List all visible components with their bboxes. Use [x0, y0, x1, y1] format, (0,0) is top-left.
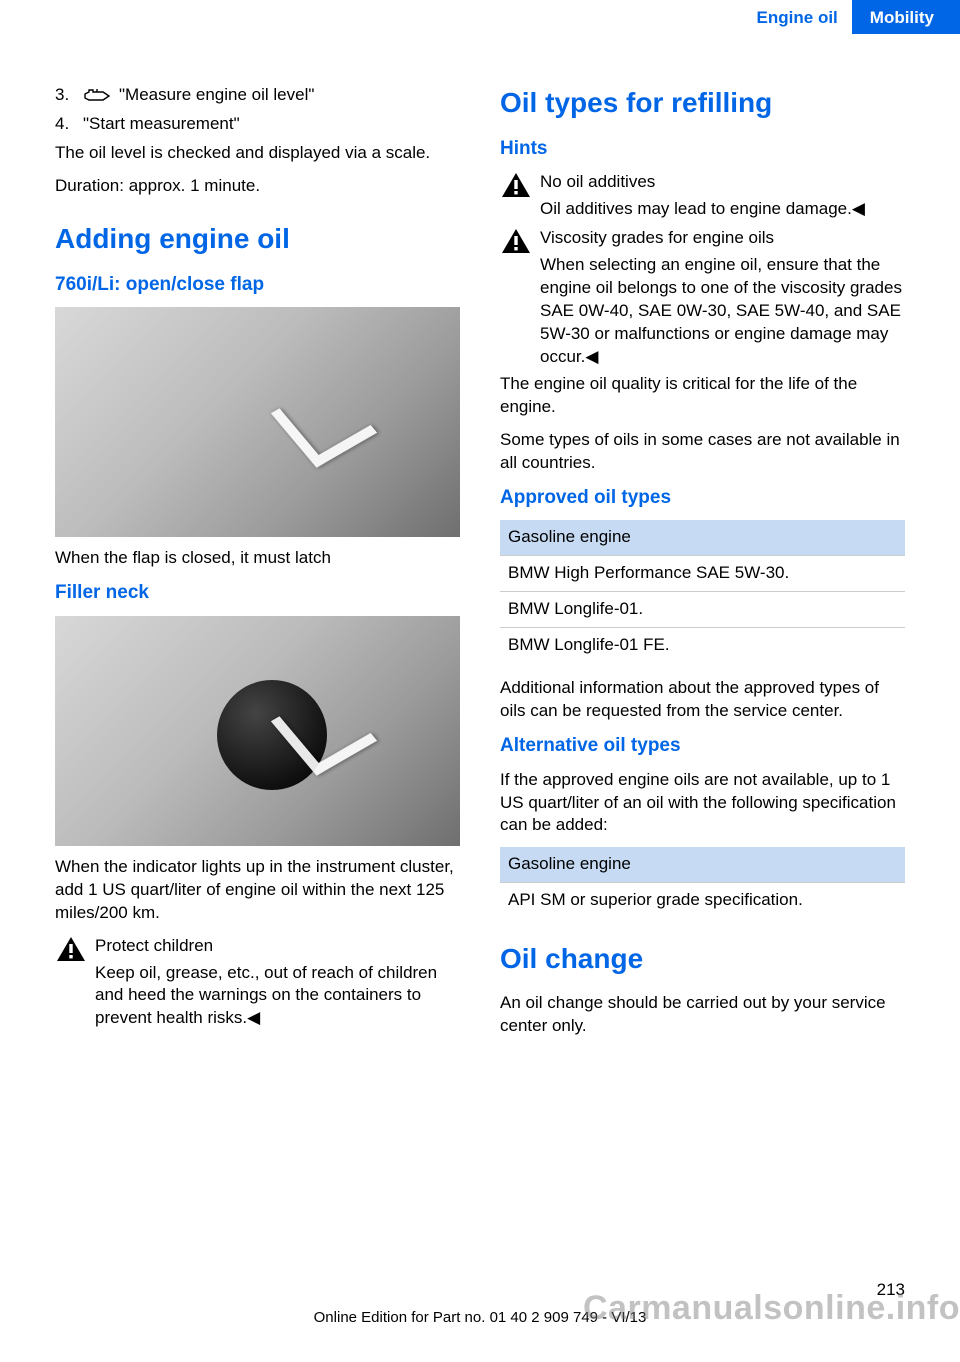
warning-protect-children: Protect children Keep oil, grease, etc.,…	[55, 935, 460, 1031]
header-chapter: Mobility	[852, 0, 960, 34]
heading-filler-neck: Filler neck	[55, 580, 460, 606]
paragraph: Additional information about the approve…	[500, 677, 905, 723]
table-cell: BMW Longlife-01.	[500, 592, 905, 628]
heading-adding-oil: Adding engine oil	[55, 220, 460, 258]
heading-flap: 760i/Li: open/close flap	[55, 272, 460, 298]
oilcan-icon	[83, 84, 119, 107]
step-4: 4. "Start measurement"	[55, 113, 460, 136]
paragraph: Some types of oils in some cases are not…	[500, 429, 905, 475]
heading-alternative-types: Alternative oil types	[500, 733, 905, 759]
image-caption: When the indicator lights up in the inst…	[55, 856, 460, 925]
step-text: "Start measurement"	[83, 113, 240, 136]
warning-icon	[500, 227, 540, 369]
warning-title: No oil additives	[540, 171, 905, 194]
header-section: Engine oil	[743, 0, 852, 34]
page-header: Engine oil Mobility	[0, 0, 960, 34]
filler-neck-image	[55, 616, 460, 846]
warning-icon	[500, 171, 540, 221]
warning-title: Protect children	[95, 935, 460, 958]
table-cell: BMW Longlife-01 FE.	[500, 628, 905, 663]
table-header: Gasoline engine	[500, 520, 905, 555]
right-column: Oil types for refilling Hints No oil add…	[500, 84, 905, 1048]
engine-flap-image	[55, 307, 460, 537]
heading-approved-types: Approved oil types	[500, 485, 905, 511]
warning-viscosity: Viscosity grades for engine oils When se…	[500, 227, 905, 369]
warning-title: Viscosity grades for engine oils	[540, 227, 905, 250]
heading-oil-types: Oil types for refilling	[500, 84, 905, 122]
step-text: "Measure engine oil level"	[119, 84, 314, 107]
warning-text: Keep oil, grease, etc., out of reach of …	[95, 963, 437, 1028]
heading-hints: Hints	[500, 136, 905, 162]
paragraph: If the approved engine oils are not avai…	[500, 769, 905, 838]
paragraph: Duration: approx. 1 minute.	[55, 175, 460, 198]
warning-body: Viscosity grades for engine oils When se…	[540, 227, 905, 369]
step-number: 3.	[55, 84, 83, 107]
table-cell: BMW High Performance SAE 5W-30.	[500, 556, 905, 592]
warning-icon	[55, 935, 95, 1031]
page-number: 213	[877, 1279, 905, 1302]
warning-body: No oil additives Oil additives may lead …	[540, 171, 905, 221]
table-header: Gasoline engine	[500, 847, 905, 882]
paragraph: The engine oil quality is critical for t…	[500, 373, 905, 419]
step-3: 3. "Measure engine oil level"	[55, 84, 460, 107]
page-content: 3. "Measure engine oil level" 4. "Start …	[0, 34, 960, 1048]
footer-edition-line: Online Edition for Part no. 01 40 2 909 …	[0, 1308, 960, 1328]
alternative-oil-table: Gasoline engine API SM or superior grade…	[500, 847, 905, 918]
warning-body: Protect children Keep oil, grease, etc.,…	[95, 935, 460, 1031]
left-column: 3. "Measure engine oil level" 4. "Start …	[55, 84, 460, 1048]
approved-oil-table: Gasoline engine BMW High Performance SAE…	[500, 520, 905, 663]
table-cell: API SM or superior grade specification.	[500, 883, 905, 918]
step-number: 4.	[55, 113, 83, 136]
paragraph: An oil change should be carried out by y…	[500, 992, 905, 1038]
warning-no-additives: No oil additives Oil additives may lead …	[500, 171, 905, 221]
image-caption: When the flap is closed, it must latch	[55, 547, 460, 570]
paragraph: The oil level is checked and displayed v…	[55, 142, 460, 165]
heading-oil-change: Oil change	[500, 940, 905, 978]
warning-text: Oil additives may lead to engine dam­age…	[540, 199, 865, 218]
warning-text: When selecting an engine oil, ensure tha…	[540, 255, 902, 366]
